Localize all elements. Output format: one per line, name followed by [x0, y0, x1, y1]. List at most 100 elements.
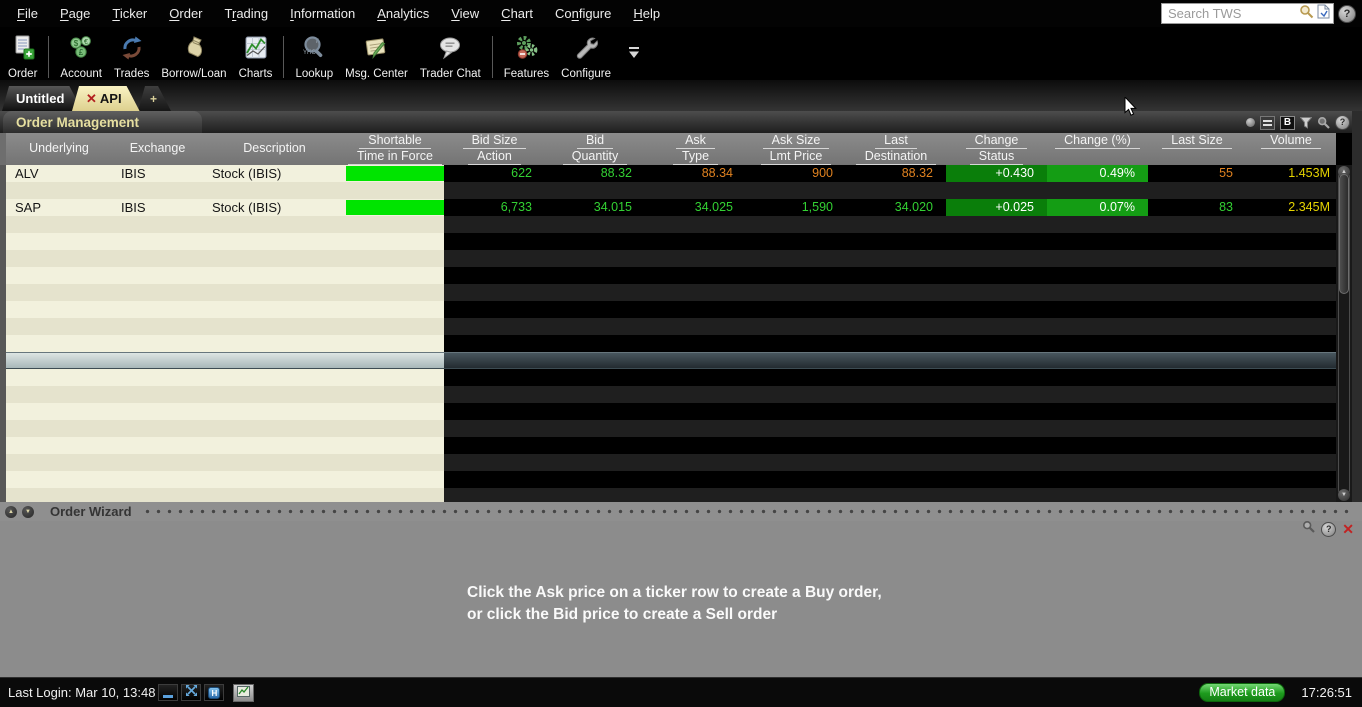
description-cell[interactable]: Stock (IBIS)	[212, 200, 282, 215]
table-row[interactable]	[6, 369, 1336, 386]
charts-button[interactable]: Charts	[233, 35, 279, 80]
table-row[interactable]	[6, 454, 1336, 471]
collapse-up-icon[interactable]: ▲	[5, 505, 17, 518]
underlying-cell[interactable]: ALV	[15, 166, 39, 181]
menu-page[interactable]: Page	[59, 6, 91, 21]
account-button[interactable]: $ € £ Account	[54, 35, 108, 80]
ask-size-cell[interactable]: 900	[812, 166, 833, 180]
table-row[interactable]	[6, 301, 1336, 318]
expand-panels-button[interactable]	[181, 684, 202, 701]
tab-close-icon[interactable]: ✕	[86, 90, 97, 106]
sphere-icon[interactable]	[1246, 118, 1255, 127]
search-input[interactable]: Search TWS	[1161, 3, 1334, 24]
market-data-badge[interactable]: Market data	[1199, 683, 1286, 702]
shortable-cell[interactable]	[346, 199, 444, 216]
trades-button[interactable]: Trades	[108, 35, 155, 80]
features-button[interactable]: Features	[498, 35, 555, 80]
scrollbar-thumb[interactable]	[1339, 174, 1349, 294]
change-cell[interactable]: +0.025	[946, 199, 1047, 216]
col-last-size[interactable]: Last Size	[1148, 133, 1246, 165]
table-row[interactable]	[6, 335, 1336, 352]
table-row-selected[interactable]	[6, 352, 1336, 369]
last-cell[interactable]: 34.020	[894, 200, 933, 214]
menu-help[interactable]: Help	[633, 6, 661, 21]
document-icon[interactable]	[1317, 4, 1330, 24]
bid-size-cell[interactable]: 622	[511, 166, 532, 180]
menu-ticker[interactable]: Ticker	[112, 6, 148, 21]
table-row[interactable]	[6, 250, 1336, 267]
table-row[interactable]	[6, 216, 1336, 233]
table-row[interactable]	[6, 488, 1336, 502]
col-underlying[interactable]: Underlying	[29, 141, 89, 155]
search-icon[interactable]	[1317, 116, 1330, 129]
minimize-panels-button[interactable]	[158, 684, 179, 701]
search-icon[interactable]	[1299, 4, 1314, 24]
col-volume[interactable]: Volume	[1246, 133, 1336, 165]
volume-cell[interactable]: 2.345M	[1288, 200, 1330, 214]
bid-size-cell[interactable]: 6,733	[500, 200, 532, 214]
bid-cell[interactable]: 88.32	[600, 166, 632, 180]
menu-information[interactable]: Information	[290, 6, 356, 21]
menu-order[interactable]: Order	[169, 6, 203, 21]
close-icon[interactable]: ✕	[1342, 521, 1354, 537]
msg-center-button[interactable]: Msg. Center	[339, 35, 414, 80]
tab-add-button[interactable]: +	[138, 86, 171, 111]
table-row[interactable]	[6, 318, 1336, 335]
divider-dots[interactable]	[141, 502, 1354, 521]
col-change-status[interactable]: Change Status	[946, 133, 1047, 165]
table-row-sap[interactable]: SAP IBIS Stock (IBIS) 6,733 34.015 34.02…	[6, 199, 1336, 216]
exchange-cell[interactable]: IBIS	[121, 200, 146, 215]
menu-view[interactable]: View	[451, 6, 480, 21]
lookup-button[interactable]: TYHO Lookup	[289, 35, 339, 80]
menu-configure[interactable]: Configure	[554, 6, 612, 21]
ask-size-cell[interactable]: 1,590	[801, 200, 833, 214]
col-description[interactable]: Description	[243, 141, 306, 155]
volume-cell[interactable]: 1.453M	[1288, 166, 1330, 180]
description-cell[interactable]: Stock (IBIS)	[212, 166, 282, 181]
ask-cell[interactable]: 88.34	[701, 166, 733, 180]
mini-chart-button[interactable]	[233, 683, 255, 702]
table-row[interactable]	[6, 420, 1336, 437]
menu-chart[interactable]: Chart	[501, 6, 533, 21]
exchange-cell[interactable]: IBIS	[121, 166, 146, 181]
col-asksize-lmtprice[interactable]: Ask Size Lmt Price	[746, 133, 846, 165]
col-exchange[interactable]: Exchange	[129, 141, 186, 155]
help-icon[interactable]: ?	[1321, 521, 1337, 537]
table-row-alv[interactable]: ALV IBIS Stock (IBIS) 622 88.32 88.34 90…	[6, 165, 1336, 182]
collapse-down-icon[interactable]: ▼	[22, 505, 34, 518]
col-shortable-tif[interactable]: Shortable Time in Force	[346, 133, 444, 165]
menu-analytics[interactable]: Analytics	[377, 6, 430, 21]
change-pct-cell[interactable]: 0.07%	[1047, 199, 1148, 216]
col-bidsize-action[interactable]: Bid Size Action	[444, 133, 545, 165]
tab-untitled[interactable]: Untitled	[2, 86, 82, 111]
bid-cell[interactable]: 34.015	[593, 200, 632, 214]
help-icon[interactable]: ?	[1338, 4, 1356, 23]
ask-cell[interactable]: 34.025	[694, 200, 733, 214]
last-size-cell[interactable]: 55	[1219, 166, 1233, 180]
table-row[interactable]	[6, 403, 1336, 420]
bold-icon[interactable]: B	[1280, 115, 1295, 130]
last-size-cell[interactable]: 83	[1219, 200, 1233, 214]
table-row[interactable]	[6, 284, 1336, 301]
table-row[interactable]	[6, 267, 1336, 284]
search-icon[interactable]	[1302, 520, 1316, 538]
change-pct-cell[interactable]: 0.49%	[1047, 165, 1148, 182]
table-row[interactable]	[6, 233, 1336, 250]
change-cell[interactable]: +0.430	[946, 165, 1047, 182]
table-row[interactable]	[6, 471, 1336, 488]
shortable-cell[interactable]	[346, 165, 444, 182]
borrow-loan-button[interactable]: Borrow/Loan	[155, 35, 232, 80]
scroll-down-icon[interactable]: ▼	[1338, 489, 1350, 501]
vertical-scrollbar[interactable]: ▲ ▼	[1336, 165, 1352, 502]
menu-file[interactable]: File	[17, 6, 38, 21]
underlying-cell[interactable]: SAP	[15, 200, 42, 215]
order-button[interactable]: Order	[2, 35, 43, 80]
tab-api[interactable]: ✕ API	[72, 86, 140, 111]
last-cell[interactable]: 88.32	[901, 166, 933, 180]
col-change-pct[interactable]: Change (%)	[1047, 133, 1148, 165]
col-bid-quantity[interactable]: Bid Quantity	[545, 133, 645, 165]
filter-icon[interactable]	[1300, 116, 1312, 129]
menu-trading[interactable]: Trading	[224, 6, 269, 21]
col-last-destination[interactable]: Last Destination	[846, 133, 946, 165]
trader-chat-button[interactable]: Trader Chat	[414, 35, 487, 80]
